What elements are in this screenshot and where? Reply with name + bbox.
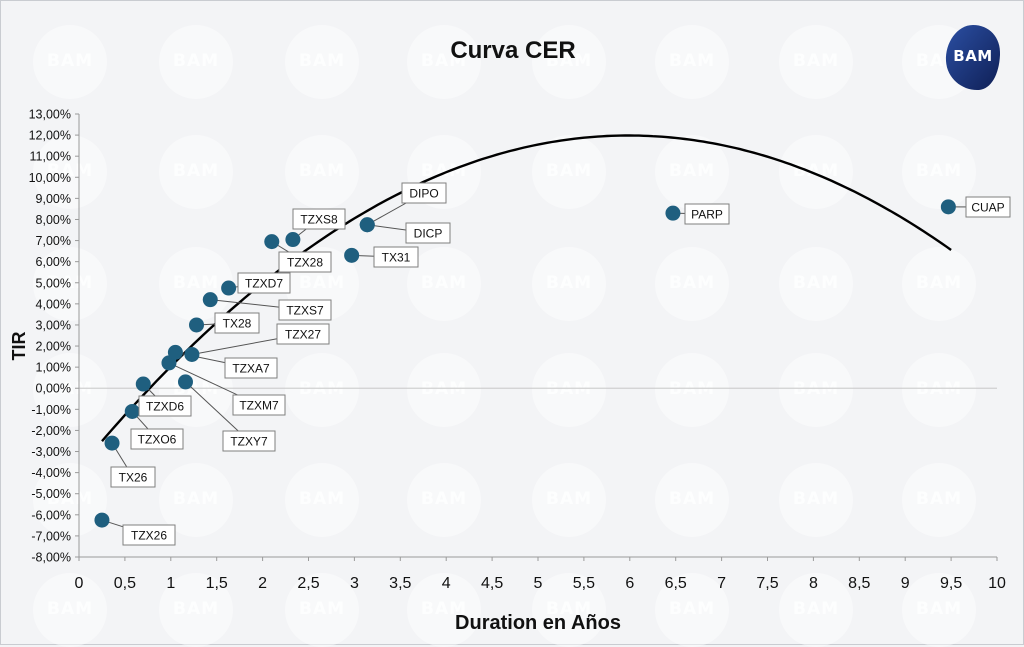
x-tick-label: 5,5	[573, 575, 595, 592]
data-point	[203, 292, 218, 307]
y-tick-label: 1,00%	[36, 361, 71, 375]
data-label: TX26	[119, 471, 148, 485]
data-point	[94, 513, 109, 528]
data-label: PARP	[691, 208, 723, 222]
x-tick-label: 0,5	[114, 575, 136, 592]
data-label: TZXY7	[230, 435, 268, 449]
x-tick-label: 2,5	[297, 575, 319, 592]
data-label: TZXO6	[138, 433, 177, 447]
x-tick-label: 9	[901, 575, 910, 592]
data-point	[941, 199, 956, 214]
x-tick-label: 7,5	[756, 575, 778, 592]
data-point	[168, 345, 183, 360]
x-tick-label: 4	[442, 575, 451, 592]
y-tick-label: 8,00%	[36, 213, 71, 227]
x-tick-label: 1,5	[206, 575, 228, 592]
x-tick-label: 8	[809, 575, 818, 592]
y-tick-label: 10,00%	[29, 171, 71, 185]
data-label: DICP	[414, 227, 443, 241]
data-point	[221, 281, 236, 296]
data-label: CUAP	[971, 201, 1004, 215]
y-tick-label: 5,00%	[36, 276, 71, 290]
y-axis-ticks: -8,00% -7,00% -6,00% -5,00% -4,00% -3,00% -2,0…	[29, 108, 79, 565]
x-axis-title: Duration en Años	[455, 612, 621, 634]
data-label: TZX26	[131, 529, 167, 543]
data-labels: TZX26 TX26 TZXO6 TZXD6 TZXM7 TZXA7 TZXY7 TZX27 T…	[111, 183, 1010, 545]
data-label: DIPO	[409, 187, 438, 201]
data-point	[136, 377, 151, 392]
y-tick-label: -7,00%	[31, 529, 71, 543]
y-tick-label: 13,00%	[29, 108, 71, 122]
data-label: TX31	[382, 251, 411, 265]
data-label: TZXM7	[239, 399, 279, 413]
y-tick-label: 9,00%	[36, 192, 71, 206]
x-tick-label: 1	[166, 575, 175, 592]
x-tick-label: 8,5	[848, 575, 870, 592]
y-tick-label: -3,00%	[31, 445, 71, 459]
x-tick-label: 3	[350, 575, 359, 592]
y-tick-label: -2,00%	[31, 424, 71, 438]
data-label: TZX27	[285, 328, 321, 342]
y-tick-label: 2,00%	[36, 340, 71, 354]
y-tick-label: 0,00%	[36, 382, 71, 396]
x-tick-label: 6,5	[665, 575, 687, 592]
y-tick-label: -8,00%	[31, 551, 71, 565]
x-axis-ticks: 0 0,5 1 1,5 2 2,5 3 3,5 4 4,5 5 5,5 6 6,5 7 7,5 8 8,5 9 9,5…	[75, 557, 1006, 592]
data-label: TZX28	[287, 256, 323, 270]
y-tick-label: 12,00%	[29, 129, 71, 143]
data-point	[184, 347, 199, 362]
x-tick-label: 3,5	[389, 575, 411, 592]
data-point	[189, 317, 204, 332]
data-point	[665, 206, 680, 221]
x-tick-label: 10	[988, 575, 1006, 592]
x-tick-label: 5	[534, 575, 543, 592]
y-tick-label: 3,00%	[36, 318, 71, 332]
x-tick-label: 0	[75, 575, 84, 592]
data-label: TZXS7	[286, 304, 324, 318]
chart-title: Curva CER	[1, 37, 1024, 65]
data-point	[125, 404, 140, 419]
y-tick-label: 4,00%	[36, 297, 71, 311]
y-tick-label: -4,00%	[31, 466, 71, 480]
x-tick-label: 7	[717, 575, 726, 592]
data-point	[285, 232, 300, 247]
data-point	[360, 217, 375, 232]
y-axis-title: TIR	[9, 332, 29, 361]
data-label: TZXS8	[300, 213, 338, 227]
data-point	[344, 248, 359, 263]
x-tick-label: 6	[625, 575, 634, 592]
y-tick-label: -5,00%	[31, 487, 71, 501]
y-tick-label: 11,00%	[30, 150, 71, 164]
data-label: TZXD7	[245, 277, 283, 291]
x-tick-label: 4,5	[481, 575, 503, 592]
data-points	[94, 199, 955, 527]
data-label: TZXD6	[146, 400, 184, 414]
data-point	[105, 436, 120, 451]
y-tick-label: 7,00%	[36, 234, 71, 248]
x-tick-label: 2	[258, 575, 267, 592]
y-tick-label: -1,00%	[31, 403, 71, 417]
bam-logo: BAM	[945, 23, 1001, 91]
y-tick-label: -6,00%	[31, 508, 71, 522]
data-point	[264, 234, 279, 249]
bam-logo-text: BAM	[945, 47, 1001, 65]
data-point	[178, 374, 193, 389]
x-tick-label: 9,5	[940, 575, 962, 592]
data-label: TX28	[223, 317, 252, 331]
y-tick-label: 6,00%	[36, 255, 71, 269]
data-label: TZXA7	[232, 362, 270, 376]
